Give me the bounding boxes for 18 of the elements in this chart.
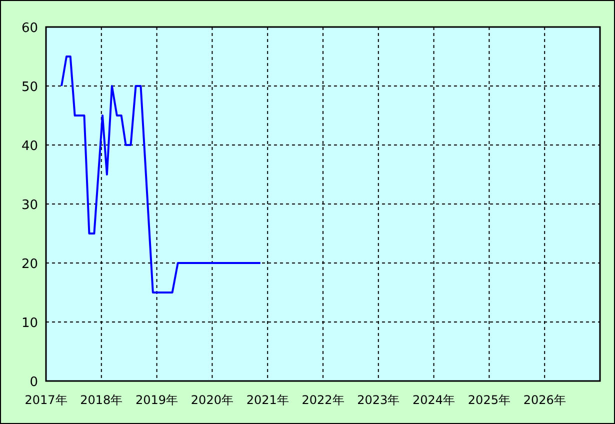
x-tick-label: 2019年 (136, 393, 178, 407)
x-tick-label: 2018年 (80, 393, 123, 407)
x-tick-label: 2024年 (412, 393, 456, 407)
x-tick-label: 2022年 (302, 393, 344, 407)
y-tick-label: 10 (21, 316, 38, 331)
x-tick-label: 2026年 (523, 393, 566, 407)
line-series (60, 56, 262, 294)
y-tick-label: 60 (21, 21, 38, 36)
y-tick-label: 30 (21, 198, 38, 213)
y-tick-label: 0 (30, 375, 38, 390)
x-tick-label: 2020年 (190, 393, 234, 407)
y-tick-label: 40 (21, 139, 38, 154)
x-tick-label: 2025年 (468, 393, 510, 407)
y-tick-label: 20 (21, 257, 38, 272)
x-tick-label: 2023年 (357, 393, 400, 407)
x-tick-label: 2017年 (24, 393, 68, 407)
y-tick-label: 50 (21, 80, 38, 95)
x-tick-label: 2021年 (246, 393, 289, 407)
